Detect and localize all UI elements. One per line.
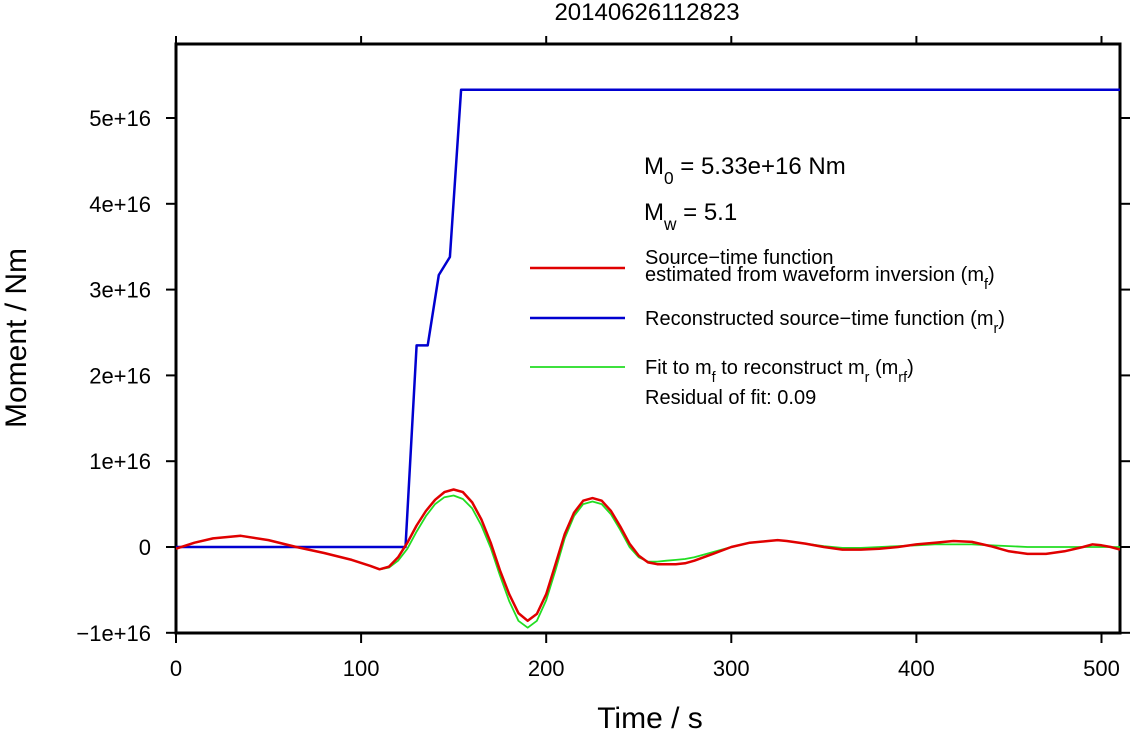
- legend-label-mf-part: f: [984, 277, 989, 293]
- legend-label-mrf-part: ): [907, 357, 914, 379]
- plot-frame: [174, 42, 1122, 635]
- legend-label-mrf-part: r: [865, 370, 870, 386]
- y-axis-title: Moment / Nm: [0, 248, 33, 428]
- moment-magnitude-label-part: M: [644, 199, 664, 226]
- legend-label-mf-part: estimated from waveform inversion (m: [645, 264, 984, 286]
- legend-label-mrf-part: rf: [898, 370, 908, 386]
- x-tick-label: 200: [528, 656, 565, 681]
- legend-label-mr-part: Reconstructed source−time function (m: [645, 308, 994, 330]
- y-tick-label: −1e+16: [76, 621, 151, 646]
- y-tick-label: 0: [139, 535, 151, 560]
- legend-label-mf: Source−time function: [645, 247, 833, 269]
- y-tick-label: 3e+16: [89, 278, 151, 303]
- moment-magnitude-label: Mw = 5.1: [644, 199, 737, 234]
- x-axis-title: Time / s: [597, 702, 703, 734]
- y-tick-label: 1e+16: [89, 449, 151, 474]
- seismic-moment-label-part: M: [644, 153, 664, 180]
- legend-label-mrf-part: f: [712, 370, 717, 386]
- legend-label-mrf-part: to reconstruct m: [716, 357, 865, 379]
- x-tick-label: 300: [713, 656, 750, 681]
- y-tick-label: 5e+16: [89, 106, 151, 131]
- chart-title: 20140626112823: [554, 0, 739, 26]
- legend-label-mr: Reconstructed source−time function (mr): [645, 308, 1005, 337]
- legend-label-mrf-part: (m: [869, 357, 898, 379]
- x-tick-label: 400: [898, 656, 935, 681]
- moment-magnitude-label-part: w: [663, 214, 677, 234]
- y-tick-label: 4e+16: [89, 192, 151, 217]
- legend-label-mrf-part: Fit to m: [645, 357, 712, 379]
- series-line-mf: [176, 488, 1120, 623]
- legend-label-mf-part: ): [988, 264, 995, 286]
- residual-label: Residual of fit: 0.09: [645, 387, 816, 409]
- series-line-mr: [176, 88, 1120, 549]
- x-tick-label: 100: [343, 656, 380, 681]
- y-tick-label: 2e+16: [89, 363, 151, 388]
- series-line-mrf: [176, 494, 1120, 629]
- x-tick-label: 500: [1083, 656, 1120, 681]
- seismic-moment-label: M0 = 5.33e+16 Nm: [644, 153, 846, 188]
- x-tick-label: 0: [170, 656, 182, 681]
- legend-label-mrf: Fit to mf to reconstruct mr (mrf): [645, 357, 914, 386]
- legend-label-mr-part: r: [994, 321, 999, 337]
- series-layer: [176, 88, 1120, 629]
- legend-label-mf: estimated from waveform inversion (mf): [645, 264, 995, 293]
- legend-label-mf-part: Source−time function: [645, 247, 833, 269]
- y-axis: −1e+16 0 1e+16 2e+16 3e+16 4e+16 5e+16: [76, 106, 1130, 646]
- legend-label-mr-part: ): [998, 308, 1005, 330]
- x-axis: 0 100 200 300 400 500: [170, 36, 1120, 681]
- seismic-moment-label-part: = 5.33e+16 Nm: [674, 153, 846, 180]
- moment-magnitude-label-part: = 5.1: [676, 199, 737, 226]
- seismic-moment-label-part: 0: [664, 168, 674, 188]
